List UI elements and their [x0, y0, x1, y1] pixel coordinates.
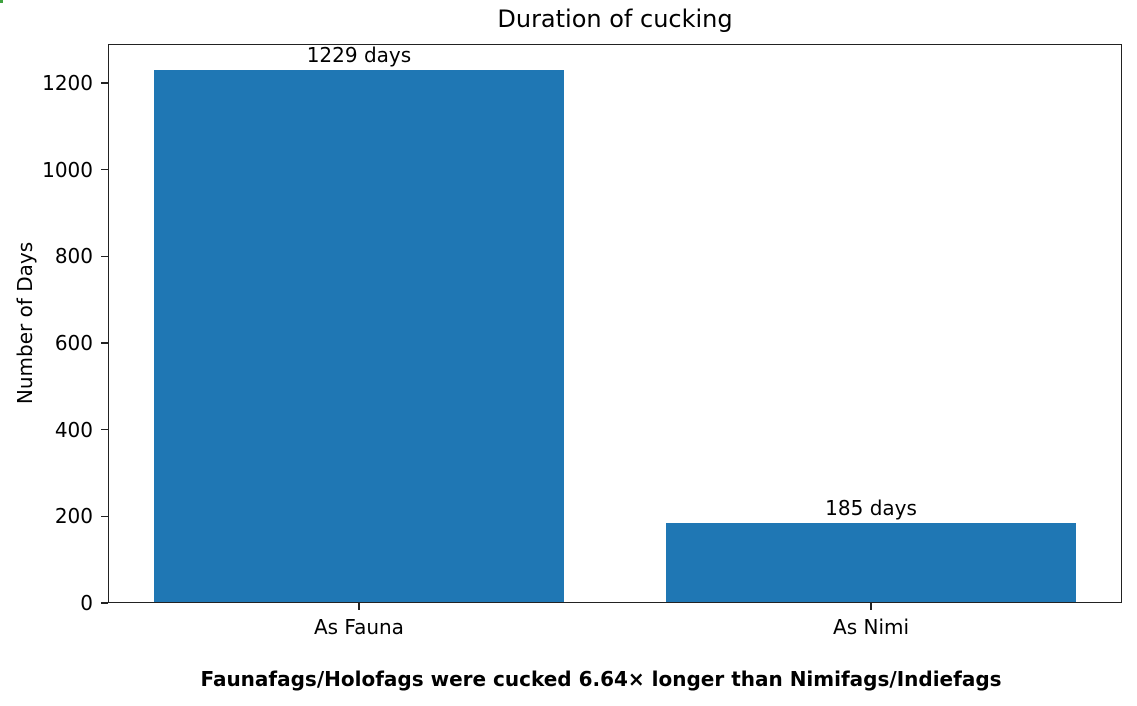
x-tick-mark [358, 603, 360, 610]
y-tick-mark [101, 255, 108, 258]
y-tick-label: 800 [54, 244, 93, 269]
bar-value-label: 1229 days [306, 43, 412, 68]
x-tick-label: As Nimi [833, 615, 910, 639]
y-tick-label: 600 [54, 331, 93, 355]
y-tick-label: 1200 [42, 71, 93, 95]
y-tick-mark [101, 342, 108, 344]
y-tick-label: 1000 [42, 157, 93, 182]
y-tick-label: 400 [54, 417, 93, 442]
bar-value-label: 185 days [825, 495, 917, 520]
corner-artifact [0, 0, 3, 3]
chart-caption: Faunafags/Holofags were cucked 6.64× lon… [200, 667, 1002, 691]
y-tick-label: 200 [54, 504, 93, 529]
bar [666, 522, 1076, 603]
plot-area [108, 44, 1122, 603]
chart-title: Duration of cucking [497, 5, 733, 33]
x-tick-label: As Fauna [313, 615, 404, 639]
y-tick-mark [101, 602, 108, 604]
bar [154, 70, 564, 603]
y-tick-mark [101, 168, 108, 171]
y-tick-mark [101, 515, 108, 518]
y-tick-mark [101, 82, 108, 84]
y-tick-mark [101, 428, 108, 431]
y-tick-label: 0 [80, 591, 93, 615]
x-tick-mark [870, 603, 872, 610]
